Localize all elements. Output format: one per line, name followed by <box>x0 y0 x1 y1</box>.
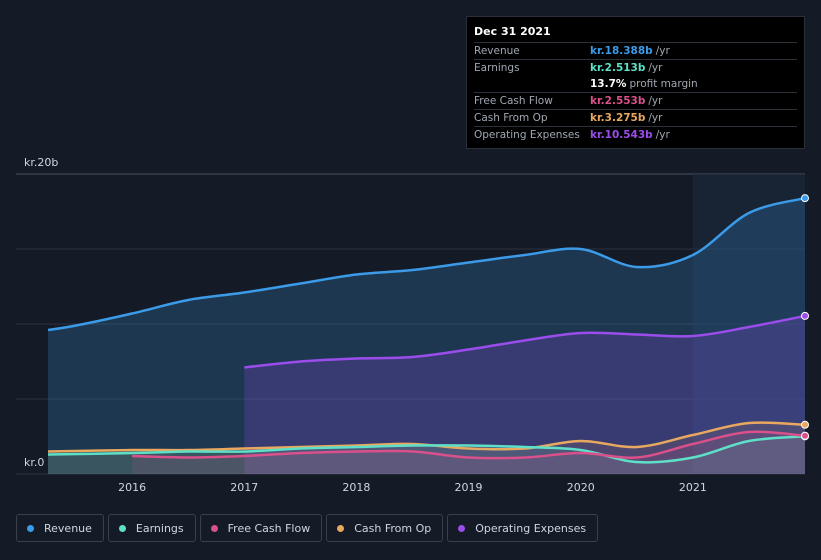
tooltip-row-label <box>474 76 590 92</box>
legend-item-free-cash-flow[interactable]: Free Cash Flow <box>199 514 323 542</box>
x-tick-label: 2019 <box>455 481 483 494</box>
tooltip-row-label: Revenue <box>474 45 520 57</box>
legend-dot-icon <box>118 524 126 532</box>
tooltip-row-value: kr.2.553b <box>590 95 646 107</box>
x-tick-label: 2018 <box>342 481 370 494</box>
chart-legend: Revenue Earnings Free Cash Flow Cash From O… <box>16 514 602 542</box>
tooltip-row-unit: /yr <box>648 62 663 74</box>
tooltip-row-value: 13.7% <box>590 78 627 90</box>
legend-dot-icon <box>210 524 218 532</box>
tooltip-row: Operating Expenses kr.10.543b/yr <box>474 126 797 143</box>
axis-labels: kr.20b kr.0 2016 2017 2018 2019 2020 2021 <box>24 156 707 494</box>
legend-label: Cash From Op <box>354 521 432 535</box>
line-earnings <box>47 435 806 464</box>
legend-dot-icon <box>27 524 34 532</box>
legend-item-revenue[interactable]: Revenue <box>16 514 104 542</box>
series-end-markers <box>801 194 809 441</box>
tooltip-row-unit: /yr <box>648 95 663 107</box>
tooltip-row-unit: profit margin <box>629 78 698 90</box>
tooltip-row-label: Earnings <box>474 62 520 74</box>
area-earnings <box>48 436 805 474</box>
legend-item-operating-expenses[interactable]: Operating Expenses <box>447 514 599 542</box>
series-areas <box>48 198 806 474</box>
area-revenue <box>48 198 805 474</box>
tooltip-row-unit: /yr <box>655 129 670 141</box>
tooltip-row-unit: /yr <box>648 112 663 124</box>
legend-item-earnings[interactable]: Earnings <box>107 514 196 542</box>
tooltip-row-label: Free Cash Flow <box>474 95 553 107</box>
y-tick-label: kr.20b <box>24 156 58 169</box>
tooltip-row-value: kr.3.275b <box>590 112 646 124</box>
legend-dot-icon <box>337 524 345 532</box>
area-cash-from-op <box>48 422 805 474</box>
area-operating-expenses <box>244 315 806 474</box>
line-free-cash-flow <box>132 430 806 460</box>
tooltip-row: 13.7% profit margin <box>474 76 797 92</box>
point-operating-expenses <box>801 311 809 320</box>
tooltip-row: Earnings kr.2.513b/yr <box>474 59 797 76</box>
data-tooltip: Dec 31 2021 Revenue kr.18.388b/yr Earnings… <box>466 16 805 149</box>
tooltip-row-unit: /yr <box>655 45 670 57</box>
tooltip-date: Dec 31 2021 <box>474 25 551 38</box>
tooltip-row-value: kr.2.513b <box>590 62 646 74</box>
tooltip-row: Cash From Op kr.3.275b/yr <box>474 109 797 126</box>
x-tick-label: 2016 <box>118 481 146 494</box>
tooltip-row-label: Operating Expenses <box>474 129 580 141</box>
legend-dot-icon <box>458 524 466 532</box>
point-cash-from-op <box>801 420 809 429</box>
tooltip-row: Revenue kr.18.388b/yr <box>474 42 797 59</box>
legend-label: Earnings <box>135 521 184 535</box>
tooltip-row-value: kr.18.388b <box>590 45 653 57</box>
x-tick-label: 2020 <box>567 481 595 494</box>
x-tick-label: 2017 <box>230 481 258 494</box>
legend-label: Revenue <box>44 521 92 535</box>
y-tick-label: kr.0 <box>24 456 44 469</box>
line-revenue <box>47 196 806 332</box>
legend-label: Free Cash Flow <box>227 521 311 535</box>
legend-item-cash-from-op[interactable]: Cash From Op <box>326 514 444 542</box>
point-revenue <box>801 194 809 203</box>
tooltip-rows: Revenue kr.18.388b/yr Earnings kr.2.513b/yr… <box>474 42 797 143</box>
grid-lines <box>16 173 805 475</box>
tooltip-row-label: Cash From Op <box>474 112 548 124</box>
series-lines <box>47 196 806 464</box>
x-tick-label: 2021 <box>679 481 707 494</box>
line-operating-expenses <box>244 314 806 369</box>
legend-label: Operating Expenses <box>475 521 587 535</box>
point-free-cash-flow <box>801 431 809 440</box>
area-free-cash-flow <box>132 431 806 474</box>
tooltip-row-value: kr.10.543b <box>590 129 653 141</box>
tooltip-row: Free Cash Flow kr.2.553b/yr <box>474 92 797 109</box>
